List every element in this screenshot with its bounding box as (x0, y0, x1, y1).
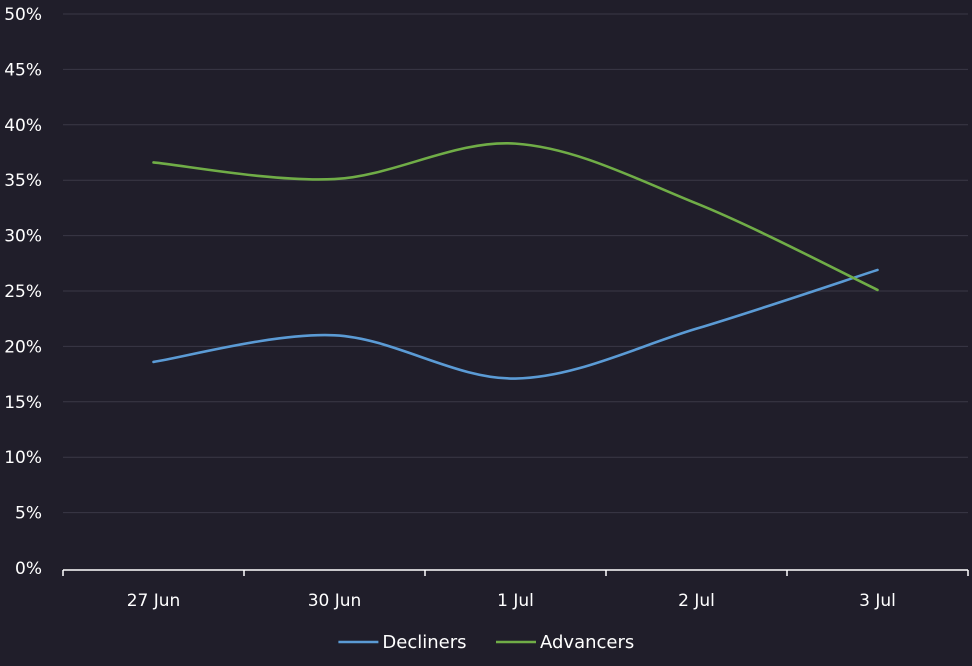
series-line-decliners (152, 268, 879, 380)
x-tick-label: 2 Jul (678, 591, 715, 611)
x-tick-label: 30 Jun (308, 591, 362, 611)
legend-label: Advancers (540, 632, 634, 653)
x-axis (62, 569, 969, 576)
legend: Decliners Advancers (338, 632, 634, 653)
y-tick-label: 50% (4, 5, 42, 25)
y-tick-label: 40% (4, 116, 42, 136)
series-line-advancers (152, 142, 879, 292)
y-axis-labels: 0% 5% 10% 15% 20% 25% 30% 35% 40% 45% 50% (4, 5, 42, 579)
gridlines (63, 13, 968, 514)
y-tick-label: 0% (15, 559, 42, 579)
x-tick-label: 3 Jul (859, 591, 896, 611)
y-tick-label: 10% (4, 448, 42, 468)
y-tick-label: 5% (15, 504, 42, 524)
y-tick-label: 45% (4, 60, 42, 80)
x-tick-label: 1 Jul (497, 591, 534, 611)
x-axis-labels: 27 Jun 30 Jun 1 Jul 2 Jul 3 Jul (127, 591, 896, 611)
x-tick-label: 27 Jun (127, 591, 181, 611)
y-tick-label: 35% (4, 171, 42, 191)
y-tick-label: 30% (4, 227, 42, 247)
legend-item-advancers: Advancers (496, 632, 634, 653)
y-tick-label: 20% (4, 337, 42, 357)
legend-label: Decliners (382, 632, 466, 653)
y-tick-label: 25% (4, 282, 42, 302)
series-lines (152, 142, 879, 380)
y-tick-label: 15% (4, 393, 42, 413)
legend-item-decliners: Decliners (338, 632, 466, 653)
